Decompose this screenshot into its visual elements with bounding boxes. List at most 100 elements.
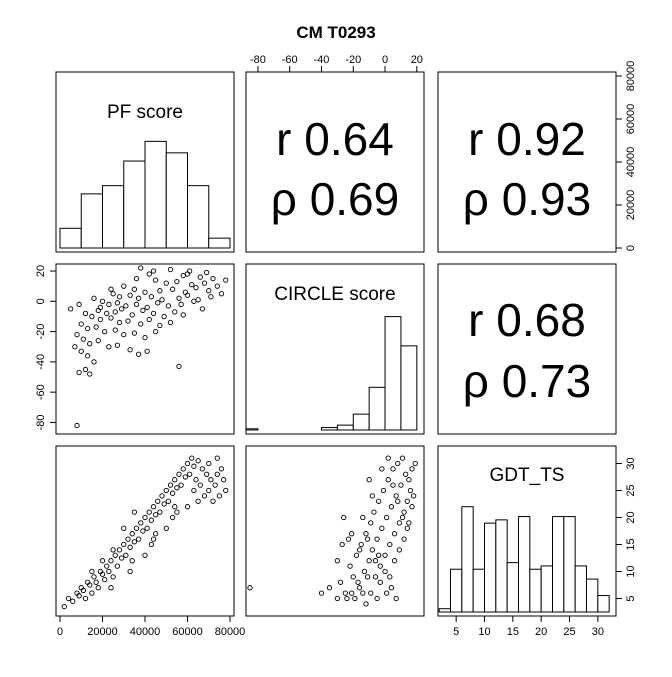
pf-circle-point: [82, 366, 89, 373]
circle-gdt-point: [363, 601, 369, 607]
pf-circle-point: [121, 283, 127, 289]
chart-marks: [59, 140, 610, 613]
circle-gdt-point: [369, 493, 375, 499]
pf-circle-point: [87, 371, 93, 377]
circle-gdt-point: [368, 590, 374, 596]
pf-axis-tick-label: 80000: [215, 626, 246, 638]
pf-gdt-point: [99, 558, 106, 564]
circle-gdt-point: [399, 514, 406, 521]
pf-gdt-point: [152, 512, 159, 518]
gdt-histogram-bar: [552, 516, 565, 613]
pf-circle-point: [131, 330, 138, 336]
pf-circle-point: [110, 291, 116, 297]
pf-circle-point: [165, 303, 172, 309]
circle-gdt-point: [366, 558, 372, 564]
circle-gdt-point: [391, 558, 398, 564]
circle-histogram-bar: [320, 427, 338, 431]
circle-gdt-point: [379, 466, 385, 472]
pf-circle-point: [214, 283, 220, 289]
pf-gdt-point: [148, 517, 155, 523]
pf-circle-point: [167, 319, 174, 326]
gdt-y-axis-tick-label: 5: [625, 595, 637, 601]
pf-circle-point: [142, 289, 148, 295]
gdt-histogram-bar: [540, 565, 554, 613]
panel-gdt-vs-circle-scatter: [245, 445, 425, 617]
pf-circle-point: [80, 336, 87, 342]
pf-gdt-point: [152, 531, 159, 537]
circle-gdt-point: [349, 590, 355, 596]
pf-circle-point: [133, 275, 140, 282]
gdt-y-axis-tick-label: 20: [625, 511, 637, 523]
circle-axis-tick-label: -20: [345, 54, 361, 66]
pf-gdt-point: [80, 587, 87, 594]
pf-gdt-point: [127, 544, 133, 550]
pf-circle-point: [112, 309, 118, 315]
gdt-histogram-bar: [438, 608, 451, 613]
circle-gdt-point: [349, 531, 355, 537]
circle-gdt-point: [337, 579, 344, 585]
circle-gdt-point: [403, 471, 409, 477]
pf-gdt-point: [127, 568, 133, 575]
pf-gdt-point: [193, 477, 199, 483]
circle-gdt-point: [404, 498, 410, 504]
pf-gdt-point: [146, 509, 152, 515]
pf-gdt-point: [174, 509, 180, 515]
circle-gdt-point: [390, 482, 396, 488]
circle-gdt-point: [387, 541, 393, 548]
pf-circle-point: [193, 285, 199, 291]
pf-gdt-point: [142, 514, 148, 521]
gdt-histogram-bar: [518, 516, 531, 613]
circle-histogram-bar: [368, 386, 386, 431]
circle-gdt-point: [364, 536, 371, 542]
pf-gdt-point: [104, 563, 110, 569]
pf-circle-point: [108, 286, 114, 292]
pf-circle-point: [155, 300, 161, 306]
pf-circle-point: [178, 301, 184, 307]
pf-circle-point: [76, 301, 82, 307]
gdt-axis-tick-label: 20: [535, 626, 547, 638]
pf-gdt-point: [131, 539, 138, 545]
pf-circle-point: [114, 300, 121, 306]
pf-gdt-point: [129, 531, 135, 537]
circle-gdt-point: [395, 498, 401, 504]
circle-histogram-bar: [245, 428, 259, 431]
circle-gdt-point: [396, 520, 402, 526]
circle-gdt-point: [376, 552, 382, 558]
corr-pf-circle-rho: ρ 0.69: [271, 173, 399, 225]
pf-gdt-point: [176, 471, 182, 477]
circle-gdt-point: [387, 574, 393, 580]
circle-gdt-point: [356, 547, 363, 553]
pf-circle-point: [184, 292, 191, 298]
pf-circle-point: [118, 306, 125, 312]
pf-gdt-point: [174, 485, 180, 491]
gdt-histogram-bar: [472, 568, 485, 613]
pf-gdt-point: [197, 482, 203, 488]
pf-circle-point: [74, 331, 80, 338]
pf-y-axis-tick-label: 60000: [625, 104, 637, 135]
pf-circle-point: [114, 342, 121, 348]
pf-histogram-bar: [187, 185, 210, 249]
circle-axis-tick-label: -40: [314, 54, 330, 66]
pf-gdt-point: [169, 490, 176, 496]
pf-circle-point: [106, 301, 112, 307]
gdt-y-axis-tick-label: 10: [625, 565, 637, 577]
circle-gdt-point: [412, 460, 418, 467]
circle-gdt-point: [399, 455, 406, 461]
pf-gdt-point: [203, 471, 210, 477]
circle-gdt-point: [391, 531, 398, 537]
pf-gdt-point: [125, 536, 131, 542]
pf-circle-point: [101, 328, 108, 335]
circle-gdt-point: [390, 466, 396, 472]
circle-gdt-point: [347, 563, 353, 569]
pf-circle-point: [127, 292, 133, 298]
circle-gdt-point: [368, 520, 374, 526]
chart-title: CM T0293: [296, 23, 375, 42]
circle-gdt-point: [406, 477, 412, 483]
label-circle-score: CIRCLE score: [274, 284, 395, 305]
panel-circle-gdt-correlation: [437, 263, 617, 435]
pf-circle-point: [184, 271, 191, 277]
pf-gdt-point: [161, 501, 167, 507]
pf-gdt-point: [144, 525, 150, 531]
circle-gdt-point: [369, 547, 375, 553]
pf-histogram-bar: [59, 227, 82, 249]
